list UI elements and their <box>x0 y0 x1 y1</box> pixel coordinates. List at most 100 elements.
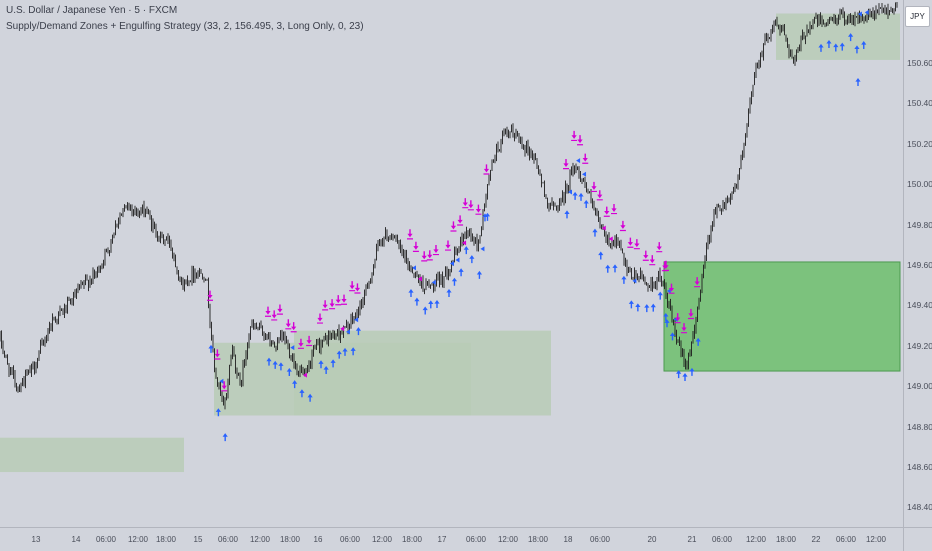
time-tick-label: 06:00 <box>465 535 487 544</box>
long-entry-arrow <box>564 210 570 219</box>
price-tick-label: 150.400 <box>907 98 932 109</box>
long-entry-arrow <box>484 212 491 221</box>
time-tick-label: 12:00 <box>371 535 393 544</box>
time-tick-label: 12:00 <box>745 535 767 544</box>
time-tick-label: 14 <box>71 535 81 544</box>
short-exit-arrow <box>421 251 428 262</box>
signal-markers-layer <box>207 9 869 442</box>
short-exit-arrow <box>563 159 569 170</box>
signal-flag-icon <box>462 240 467 246</box>
signal-flag-icon <box>857 11 862 17</box>
short-exit-arrow <box>445 240 451 251</box>
short-exit-arrow <box>457 215 464 226</box>
long-entry-arrow <box>621 275 627 284</box>
time-tick-label: 12:00 <box>497 535 519 544</box>
time-tick-label: 15 <box>193 535 203 544</box>
short-exit-arrow <box>426 250 433 261</box>
long-entry-arrow <box>628 300 634 309</box>
signal-flag-icon <box>601 225 606 231</box>
short-exit-arrow <box>668 283 675 294</box>
symbol-legend[interactable]: U.S. Dollar / Japanese Yen · 5 · FXCM <box>6 5 178 16</box>
long-entry-arrow <box>861 40 867 49</box>
short-exit-arrow <box>475 204 482 215</box>
price-tick-label: 148.400 <box>907 502 932 513</box>
short-exit-arrow <box>656 242 663 253</box>
time-axis[interactable]: 13 14 06:00 12:00 18:00 15 06:00 12:00 18:00 16 06… <box>0 527 903 551</box>
short-exit-arrow <box>633 239 640 250</box>
plot-area[interactable] <box>0 0 903 527</box>
long-entry-arrow <box>669 332 676 341</box>
short-exit-arrow <box>681 323 688 334</box>
signal-flag-icon <box>455 257 460 263</box>
long-entry-arrow <box>278 362 284 371</box>
signal-flag-icon <box>219 378 224 384</box>
long-entry-arrow <box>215 408 221 417</box>
short-exit-arrow <box>577 135 584 146</box>
price-tick-label: 148.600 <box>907 462 932 472</box>
long-entry-arrow <box>222 433 228 442</box>
long-entry-arrow <box>657 291 663 300</box>
long-entry-arrow <box>330 359 336 368</box>
time-tick-label: 21 <box>687 535 697 544</box>
short-exit-arrow <box>297 338 304 349</box>
currency-button[interactable]: JPY <box>905 6 930 27</box>
time-tick-label: 06:00 <box>217 535 239 544</box>
price-tick-label: 149.800 <box>907 219 932 230</box>
long-entry-arrow <box>682 373 688 382</box>
long-entry-arrow <box>663 312 669 321</box>
long-entry-arrow <box>605 264 611 273</box>
short-exit-arrow <box>322 300 329 311</box>
short-exit-arrow <box>596 190 603 201</box>
short-exit-arrow <box>467 200 474 211</box>
time-tick-label: 22 <box>811 535 821 544</box>
long-entry-arrow <box>342 347 348 356</box>
short-exit-arrow <box>687 308 694 320</box>
time-tick-label: 06:00 <box>589 535 611 544</box>
long-entry-arrow <box>855 78 861 86</box>
short-exit-arrow <box>329 299 336 310</box>
price-tick-label: 150.200 <box>907 138 932 149</box>
price-axis[interactable]: 150.600 150.400 150.200 150.000 149.800 149.6… <box>903 0 932 527</box>
demand-zone <box>294 330 551 416</box>
long-entry-arrow <box>676 370 682 379</box>
price-tick-label: 149.200 <box>907 340 932 351</box>
short-exit-arrow <box>276 304 283 315</box>
long-entry-arrow <box>583 199 589 208</box>
long-entry-arrow <box>826 39 832 48</box>
short-exit-arrow <box>349 281 356 292</box>
long-entry-arrow <box>695 337 701 346</box>
long-entry-arrow <box>299 389 305 398</box>
signal-flag-icon <box>608 236 613 242</box>
time-tick-label: 18:00 <box>155 535 177 544</box>
long-entry-arrow <box>350 347 356 356</box>
short-exit-arrow <box>341 294 348 305</box>
signal-flag-icon <box>576 158 581 164</box>
long-entry-arrow <box>854 45 860 54</box>
study-legend[interactable]: Supply/Demand Zones + Engulfing Strategy… <box>6 21 364 32</box>
short-exit-arrow <box>317 313 323 324</box>
time-tick-label: 06:00 <box>711 535 733 544</box>
signal-flag-icon <box>864 9 869 15</box>
price-tick-label: 148.800 <box>907 421 932 432</box>
short-exit-arrow <box>627 237 634 248</box>
time-tick-label: 18:00 <box>279 535 301 544</box>
long-entry-arrow <box>292 380 298 389</box>
long-entry-arrow <box>408 289 414 298</box>
short-exit-arrow <box>265 306 271 317</box>
signal-flag-icon <box>666 288 671 294</box>
long-entry-arrow <box>451 277 458 286</box>
time-tick-label: 18:00 <box>527 535 549 544</box>
time-tick-label: 18:00 <box>775 535 797 544</box>
short-exit-arrow <box>674 313 681 324</box>
signal-flag-icon <box>290 345 295 351</box>
time-tick-label: 06:00 <box>835 535 857 544</box>
short-exit-arrow <box>663 260 669 272</box>
price-tick-label: 149.600 <box>907 260 932 270</box>
time-tick-label: 06:00 <box>339 535 361 544</box>
long-entry-arrow <box>476 270 483 279</box>
signal-flag-icon <box>431 279 436 285</box>
signal-flag-icon <box>346 329 351 335</box>
time-tick-label: 18:00 <box>401 535 423 544</box>
long-entry-arrow <box>272 360 278 369</box>
